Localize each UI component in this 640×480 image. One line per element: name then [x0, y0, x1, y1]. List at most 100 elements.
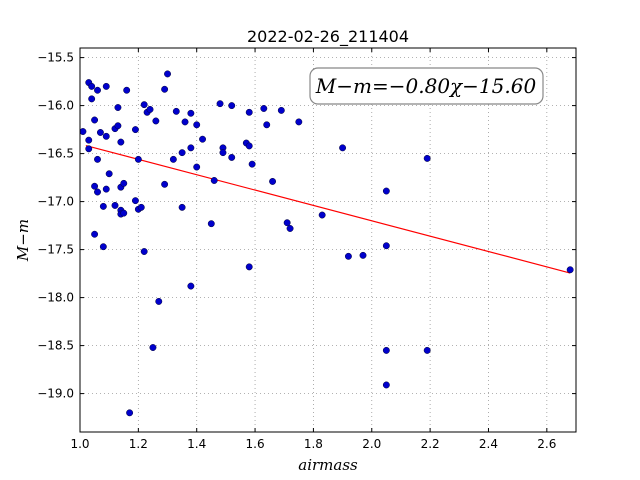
data-point [152, 117, 160, 125]
data-point [85, 136, 93, 144]
data-point [137, 203, 145, 211]
data-point [111, 201, 119, 209]
data-points [79, 70, 574, 417]
grid [79, 48, 576, 432]
data-point [161, 180, 169, 188]
data-point [140, 248, 148, 255]
data-point [187, 282, 195, 290]
data-point [149, 344, 157, 351]
x-tick-label: 1.4 [187, 437, 206, 451]
data-point [99, 202, 107, 210]
data-point [423, 346, 431, 354]
data-point [187, 144, 195, 152]
annotation-box [309, 67, 544, 105]
data-point [245, 142, 253, 150]
chart-title: 2022-02-26_211404 [247, 27, 409, 47]
plot-frame [79, 47, 577, 433]
data-point [140, 101, 148, 109]
data-point [88, 95, 96, 103]
data-point [286, 225, 294, 232]
data-point [161, 85, 169, 93]
x-tick-label: 2.6 [537, 437, 556, 451]
data-point [260, 105, 268, 112]
data-point [102, 82, 110, 90]
data-point [102, 132, 110, 140]
data-point [134, 155, 142, 163]
y-tick-label: −17.0 [37, 195, 74, 209]
data-point [131, 197, 139, 205]
y-tick-label: −19.0 [37, 387, 74, 401]
data-point [359, 251, 367, 259]
data-point [344, 252, 352, 260]
data-point [114, 122, 122, 130]
data-point [178, 149, 186, 157]
data-point [117, 138, 125, 146]
data-point [277, 106, 285, 114]
data-point [382, 242, 390, 250]
data-point [181, 118, 189, 126]
x-tick-label: 2.2 [421, 437, 440, 451]
data-point [339, 144, 347, 152]
data-point [91, 182, 99, 190]
data-point [295, 118, 303, 126]
data-point [146, 105, 154, 113]
data-point [88, 82, 96, 90]
data-point [187, 109, 195, 117]
x-axis-ticks: 1.0 1.2 1.4 1.6 1.8 2.0 2.2 2.4 2.6 [70, 48, 556, 451]
data-point [120, 209, 128, 217]
data-point [248, 160, 256, 168]
data-point [382, 187, 390, 195]
data-point [91, 230, 99, 238]
data-point [219, 149, 227, 157]
y-tick-label: −18.0 [37, 291, 74, 305]
data-point [94, 155, 101, 163]
data-point [199, 135, 206, 143]
data-point [79, 128, 87, 135]
data-point [164, 70, 171, 78]
data-point [382, 381, 390, 389]
data-point [210, 177, 218, 184]
x-tick-label: 1.8 [304, 437, 323, 451]
data-point [283, 219, 291, 227]
x-axis-label: airmass [298, 456, 358, 474]
data-point [126, 409, 134, 417]
data-point [96, 129, 104, 136]
data-point [102, 185, 110, 193]
data-point [269, 177, 277, 185]
x-tick-label: 2.4 [479, 437, 498, 451]
data-point [123, 86, 131, 94]
fit-line [85, 144, 571, 274]
data-point [178, 203, 186, 211]
y-tick-label: −16.0 [37, 99, 74, 113]
x-tick-label: 1.0 [70, 437, 89, 451]
data-point [120, 179, 128, 187]
data-point [245, 263, 253, 271]
data-point [216, 100, 224, 108]
fit-equation: M−m=−0.80χ−15.60 [315, 74, 537, 98]
data-point [85, 145, 93, 153]
fit-annotation: M−m=−0.80χ−15.60 [309, 67, 544, 105]
data-point [245, 108, 253, 116]
data-point [318, 211, 326, 219]
data-point [193, 163, 201, 171]
data-point [423, 154, 431, 162]
data-point [155, 297, 163, 305]
data-point [263, 121, 271, 129]
data-point [94, 86, 101, 94]
data-point [91, 116, 99, 124]
data-point [105, 170, 113, 178]
y-tick-label: −18.5 [37, 339, 74, 353]
y-axis-label: M−m [14, 219, 32, 262]
y-axis-ticks: −15.5 −16.0 −16.5 −17.0 −17.5 −18.0 −18.5 −19.0 [37, 51, 576, 401]
x-tick-label: 2.0 [362, 437, 381, 451]
data-point [172, 107, 180, 115]
data-point [207, 220, 215, 228]
data-point [566, 266, 574, 274]
y-tick-label: −16.5 [37, 147, 74, 161]
data-point [193, 121, 201, 129]
data-point [99, 243, 107, 251]
data-point [382, 346, 390, 354]
x-tick-label: 1.2 [129, 437, 148, 451]
y-tick-label: −15.5 [37, 51, 74, 65]
y-tick-label: −17.5 [37, 243, 74, 257]
